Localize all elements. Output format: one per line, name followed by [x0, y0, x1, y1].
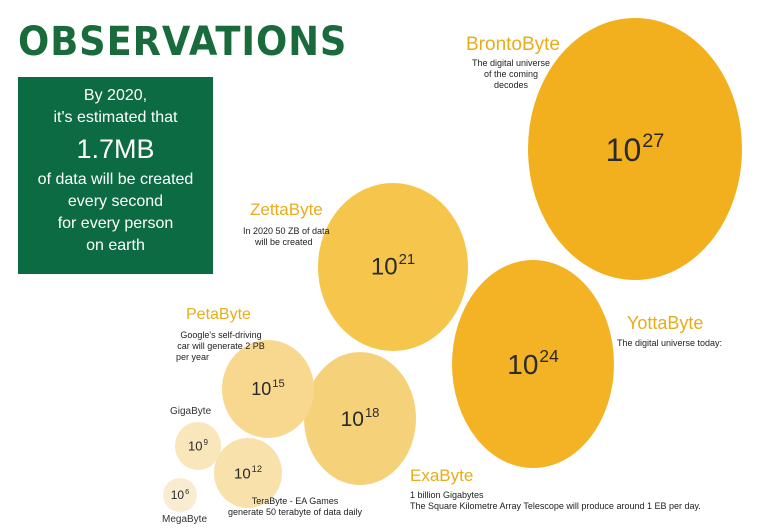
desc-line: The digital universe [471, 58, 551, 68]
desc-line: generate 50 terabyte of data daily [227, 507, 363, 517]
desc-line: Google's self-driving [180, 330, 262, 340]
gigabyte-label: GigaByte [170, 406, 212, 417]
bubble-zettabyte: 1021 [318, 183, 468, 351]
yottabyte-desc: The digital universe today: [617, 338, 722, 349]
bubble-yottabyte: 1024 [452, 260, 614, 468]
exabyte-desc: 1 billion Gigabytes The Square Kilometre… [410, 490, 701, 512]
bubble-exabyte: 1018 [304, 352, 416, 485]
bubble-brontobyte: 1027 [528, 18, 742, 280]
desc-line: per year [176, 352, 210, 362]
info-line-5: for every person [57, 215, 174, 232]
page-title: OBSERVATIONS [18, 19, 348, 65]
terabyte-desc: TeraByte - EA Games generate 50 terabyte… [220, 496, 370, 518]
desc-line: The Square Kilometre Array Telescope wil… [410, 501, 701, 511]
info-line-4: every second [67, 193, 164, 210]
yottabyte-label: YottaByte [627, 313, 704, 333]
megabyte-label: MegaByte [162, 514, 208, 525]
petabyte-desc: Google's self-driving car will generate … [166, 330, 276, 363]
info-highlight: 1.7MB [76, 134, 155, 164]
petabyte-value: 1015 [251, 378, 285, 399]
gigabyte-value: 109 [188, 438, 208, 454]
info-line-3: of data will be created [37, 171, 194, 188]
desc-line: car will generate 2 PB [177, 341, 265, 351]
info-box: By 2020, it's estimated that 1.7MB of da… [18, 77, 213, 274]
desc-line: TeraByte - EA Games [251, 496, 339, 506]
brontobyte-value: 1027 [605, 129, 665, 168]
desc-line: The digital universe today: [617, 338, 723, 348]
exabyte-label: ExaByte [410, 466, 474, 485]
bubble-petabyte: 1015 [222, 340, 314, 438]
info-line-6: on earth [86, 237, 145, 254]
bubble-gigabyte: 109 [175, 422, 221, 470]
zettabyte-value: 1021 [370, 252, 416, 281]
desc-line: 1 billion Gigabytes [410, 490, 484, 500]
zettabyte-desc: In 2020 50 ZB of data will be created [243, 226, 330, 248]
brontobyte-label: BrontoByte [466, 34, 560, 55]
bubble-megabyte: 106 [163, 478, 197, 512]
info-line-1: By 2020, [83, 87, 148, 104]
zettabyte-label: ZettaByte [250, 200, 323, 219]
desc-line: will be created [255, 237, 313, 247]
yottabyte-value: 1024 [507, 346, 559, 381]
megabyte-value: 106 [170, 487, 190, 503]
petabyte-label: PetaByte [186, 306, 251, 323]
desc-line: of the coming [483, 69, 539, 79]
info-line-2: it's estimated that [53, 109, 178, 126]
desc-line: In 2020 50 ZB of data [243, 226, 330, 236]
brontobyte-desc: The digital universe of the coming decod… [456, 58, 566, 91]
terabyte-value: 1012 [233, 463, 263, 483]
bubble-terabyte: 1012 [214, 438, 282, 508]
desc-line: decodes [493, 80, 529, 90]
exabyte-value: 1018 [340, 404, 380, 432]
